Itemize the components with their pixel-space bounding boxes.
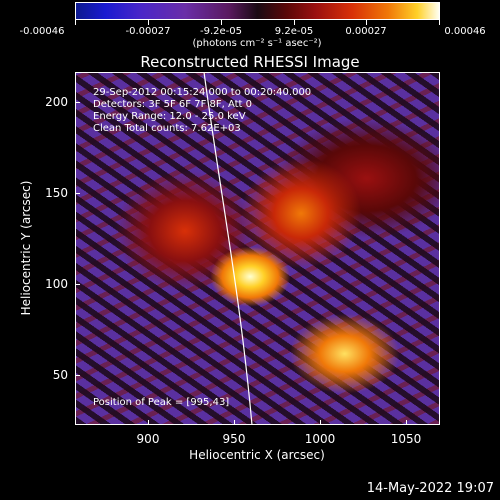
x-tick — [148, 420, 149, 425]
x-tick — [320, 420, 321, 425]
rhessi-image: 29-Sep-2012 00:15:24.000 to 00:20:40.000… — [75, 72, 440, 425]
colorbar-tick — [294, 20, 295, 25]
y-tick — [75, 375, 80, 376]
x-tick-label: 1050 — [390, 432, 422, 446]
colorbar-tick-label: -0.00027 — [125, 26, 171, 37]
peak-position-text: Position of Peak = [995,43] — [93, 397, 230, 408]
colorbar-units: (photons cm⁻² s⁻¹ asec⁻²) — [192, 38, 322, 49]
colorbar — [75, 2, 440, 20]
date-stamp: 14-May-2022 19:07 — [366, 481, 494, 496]
x-tick — [406, 420, 407, 425]
time-range-text: 29-Sep-2012 00:15:24.000 to 00:20:40.000 — [93, 87, 312, 98]
x-tick-label: 900 — [136, 432, 160, 446]
colorbar-tick — [366, 20, 367, 25]
energy-range-text: Energy Range: 12.0 - 25.0 keV — [93, 111, 246, 122]
colorbar-tick-label: 9.2e-05 — [274, 26, 314, 37]
x-tick-label: 1000 — [304, 432, 336, 446]
colorbar-tick-label: -9.2e-05 — [200, 26, 242, 37]
colorbar-tick-label: -0.00046 — [19, 26, 65, 37]
y-tick — [75, 193, 80, 194]
y-tick-label: 150 — [45, 186, 68, 200]
y-tick — [75, 102, 80, 103]
y-axis-title: Heliocentric Y (arcsec) — [19, 180, 33, 316]
y-tick-label: 50 — [52, 368, 68, 382]
image-title: Reconstructed RHESSI Image — [140, 53, 360, 71]
x-tick — [234, 420, 235, 425]
detectors-text: Detectors: 3F 5F 6F 7F 8F, Att 0 — [93, 99, 253, 110]
colorbar-tick — [148, 20, 149, 25]
colorbar-tick-label: 0.00046 — [444, 26, 486, 37]
x-axis-title: Heliocentric X (arcsec) — [189, 448, 325, 462]
colorbar-tick — [221, 20, 222, 25]
colorbar-tick-label: 0.00027 — [345, 26, 387, 37]
colorbar-tick — [75, 20, 76, 25]
y-tick-label: 100 — [45, 277, 68, 291]
y-tick-label: 200 — [45, 95, 68, 109]
clean-counts-text: Clean Total counts: 7.62E+03 — [93, 123, 241, 134]
y-tick — [75, 284, 80, 285]
x-tick-label: 950 — [222, 432, 246, 446]
colorbar-tick — [439, 20, 440, 25]
